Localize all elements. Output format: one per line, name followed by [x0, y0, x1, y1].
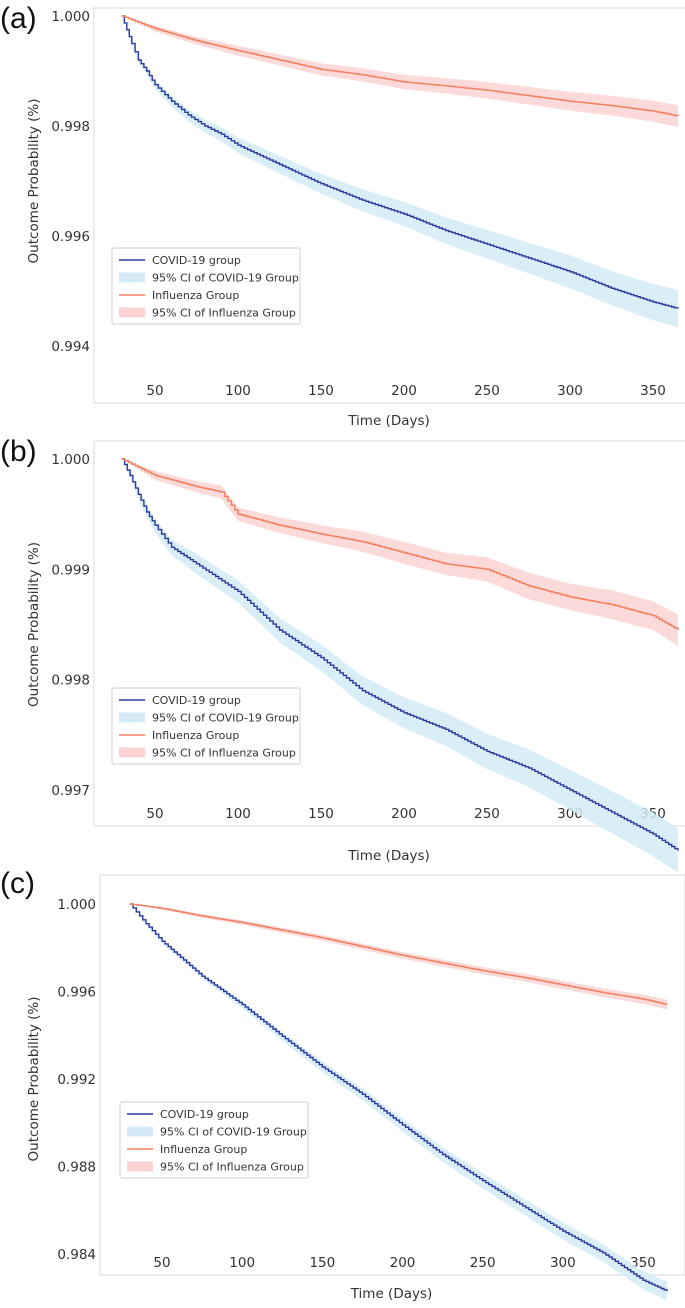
- x-axis-label: Time (Days): [347, 413, 430, 429]
- y-axis-label: Outcome Probability (%): [26, 997, 42, 1162]
- legend-label: Influenza Group: [160, 1143, 247, 1156]
- x-tick-label: 100: [225, 806, 251, 822]
- x-tick-label: 150: [308, 806, 334, 822]
- legend-label: Influenza Group: [152, 729, 239, 742]
- legend-box: [111, 247, 301, 325]
- legend-label: 95% CI of COVID-19 Group: [152, 712, 299, 725]
- x-axis-label: Time (Days): [350, 1286, 433, 1302]
- x-tick-label: 250: [474, 806, 500, 822]
- influenza-ci-band: [129, 904, 667, 1010]
- legend-label: COVID-19 group: [160, 1108, 249, 1121]
- influenza-series-line: [129, 903, 668, 1005]
- influenza-series-line: [121, 458, 679, 630]
- legend-swatch-covid-ci: [127, 1126, 153, 1137]
- y-tick-label: 0.998: [51, 673, 90, 689]
- legend-label: Influenza Group: [152, 289, 239, 302]
- chart-panel-3: (c) 1.000 0.996 0.992 0.988 0.984 50 100 150 200 2…: [0, 867, 685, 1302]
- x-tick-label: 300: [550, 1255, 576, 1271]
- covid-ci-band: [121, 16, 678, 328]
- x-tick-label: 350: [640, 383, 666, 399]
- x-tick-label: 250: [474, 383, 500, 399]
- x-tick-label: 50: [146, 383, 163, 399]
- y-tick-label: 1.000: [57, 897, 96, 913]
- y-tick-label: 0.997: [51, 783, 90, 799]
- y-tick-label: 0.984: [57, 1247, 96, 1263]
- y-axis-label: Outcome Probability (%): [26, 542, 42, 707]
- covid-ci-band: [121, 459, 678, 873]
- x-tick-label: 100: [225, 383, 251, 399]
- covid-series-line: [129, 903, 668, 1292]
- legend-label: COVID-19 group: [152, 254, 241, 267]
- legend-swatch-influenza-ci: [119, 307, 145, 318]
- legend-swatch-covid-ci: [119, 272, 145, 283]
- y-axis-label: Outcome Probability (%): [26, 99, 42, 264]
- legend: COVID-19 group 95% CI of COVID-19 Group In…: [111, 247, 301, 325]
- legend: COVID-19 group 95% CI of COVID-19 Group In…: [111, 687, 301, 765]
- x-tick-label: 200: [391, 806, 417, 822]
- influenza-ci-band: [121, 459, 678, 646]
- legend-swatch-influenza-ci: [119, 747, 145, 758]
- y-tick-label: 0.999: [51, 562, 90, 578]
- legend-swatch-covid-ci: [119, 712, 145, 723]
- x-tick-label: 200: [390, 1255, 416, 1271]
- y-tick-label: 0.996: [57, 985, 96, 1001]
- x-tick-label: 50: [153, 1255, 170, 1271]
- legend-label: 95% CI of Influenza Group: [160, 1161, 304, 1174]
- y-tick-label: 1.000: [51, 452, 90, 468]
- panel-label: (b): [0, 435, 37, 468]
- x-tick-label: 50: [146, 806, 163, 822]
- y-tick-label: 1.000: [51, 9, 90, 25]
- plot-frame: [93, 440, 685, 827]
- plot-frame: [93, 7, 685, 404]
- legend-label: 95% CI of COVID-19 Group: [160, 1126, 307, 1139]
- legend-box: [111, 687, 301, 765]
- chart-panel-1: (a) 1.000 0.998 0.996 0.994 50 100 150 200 250 300…: [0, 2, 685, 429]
- y-tick-label: 0.992: [57, 1072, 96, 1088]
- y-tick-label: 0.998: [51, 119, 90, 135]
- plot-frame: [99, 874, 685, 1276]
- covid-series-line: [121, 458, 679, 851]
- y-tick-label: 0.996: [51, 229, 90, 245]
- legend-swatch-influenza-ci: [127, 1161, 153, 1172]
- legend-label: 95% CI of Influenza Group: [152, 307, 296, 320]
- legend-label: COVID-19 group: [152, 694, 241, 707]
- x-tick-label: 150: [309, 1255, 335, 1271]
- x-tick-label: 100: [229, 1255, 255, 1271]
- legend-label: 95% CI of Influenza Group: [152, 747, 296, 760]
- panel-label: (a): [0, 2, 37, 35]
- legend-box: [119, 1101, 309, 1179]
- x-tick-label: 200: [391, 383, 417, 399]
- x-tick-label: 250: [470, 1255, 496, 1271]
- legend-label: 95% CI of COVID-19 Group: [152, 272, 299, 285]
- x-axis-label: Time (Days): [347, 848, 430, 864]
- influenza-ci-band: [121, 16, 678, 128]
- covid-series-line: [121, 15, 679, 309]
- influenza-series-line: [121, 15, 679, 117]
- x-tick-label: 150: [308, 383, 334, 399]
- panel-label: (c): [0, 867, 35, 900]
- x-tick-label: 300: [557, 383, 583, 399]
- legend: COVID-19 group 95% CI of COVID-19 Group In…: [119, 1101, 309, 1179]
- covid-ci-band: [129, 904, 667, 1301]
- y-tick-label: 0.988: [57, 1160, 96, 1176]
- y-tick-label: 0.994: [51, 339, 90, 355]
